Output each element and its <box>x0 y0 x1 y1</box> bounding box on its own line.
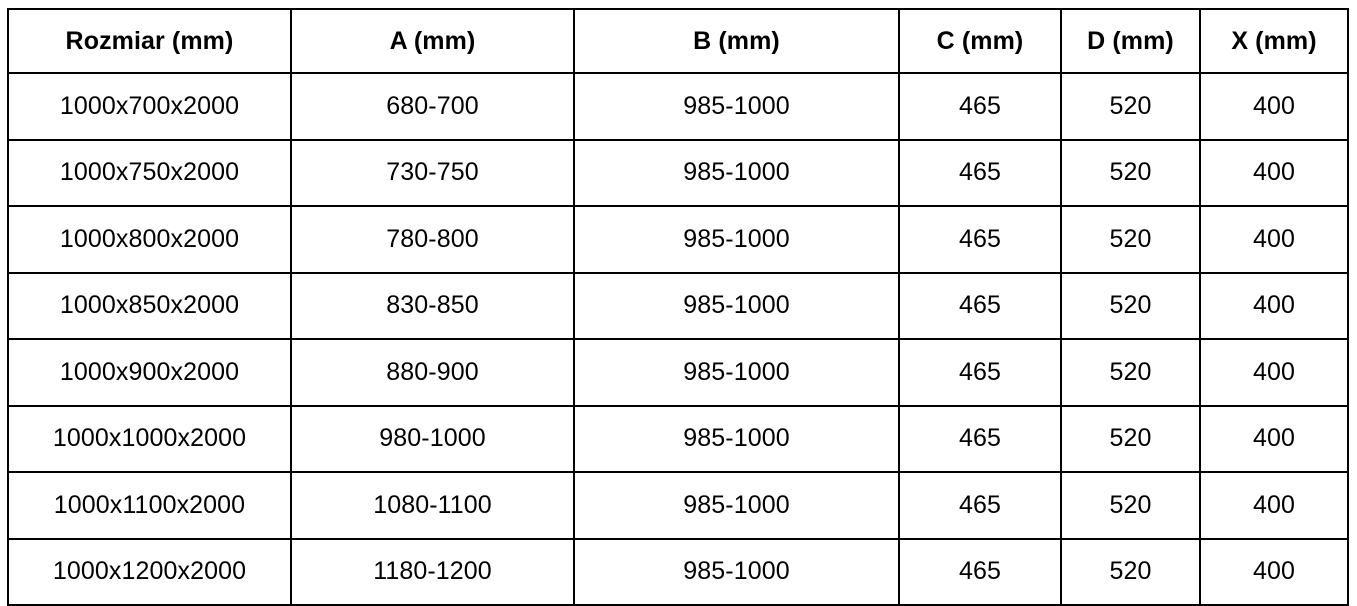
column-header-x: X (mm) <box>1199 8 1349 74</box>
table-header: Rozmiar (mm) A (mm) B (mm) C (mm) D (mm)… <box>7 8 1349 74</box>
cell-x: 400 <box>1199 72 1349 141</box>
column-header-d: D (mm) <box>1060 8 1201 74</box>
cell-x: 400 <box>1199 471 1349 540</box>
cell-c: 465 <box>898 271 1062 340</box>
cell-b: 985-1000 <box>573 72 900 141</box>
cell-b: 985-1000 <box>573 537 900 606</box>
column-header-a: A (mm) <box>290 8 575 74</box>
table-row: 1000x1200x2000 1180-1200 985-1000 465 52… <box>7 537 1349 606</box>
cell-b: 985-1000 <box>573 338 900 407</box>
cell-size: 1000x850x2000 <box>7 271 292 340</box>
cell-size: 1000x750x2000 <box>7 138 292 207</box>
cell-b: 985-1000 <box>573 138 900 207</box>
table-row: 1000x750x2000 730-750 985-1000 465 520 4… <box>7 138 1349 207</box>
cell-size: 1000x900x2000 <box>7 338 292 407</box>
table-row: 1000x900x2000 880-900 985-1000 465 520 4… <box>7 338 1349 407</box>
cell-b: 985-1000 <box>573 271 900 340</box>
cell-size: 1000x1100x2000 <box>7 471 292 540</box>
cell-c: 465 <box>898 404 1062 473</box>
cell-d: 520 <box>1060 138 1201 207</box>
cell-b: 985-1000 <box>573 205 900 274</box>
table-row: 1000x800x2000 780-800 985-1000 465 520 4… <box>7 205 1349 274</box>
column-header-size: Rozmiar (mm) <box>7 8 292 74</box>
cell-d: 520 <box>1060 271 1201 340</box>
cell-b: 985-1000 <box>573 404 900 473</box>
table-row: 1000x850x2000 830-850 985-1000 465 520 4… <box>7 271 1349 340</box>
cell-c: 465 <box>898 471 1062 540</box>
table-body: 1000x700x2000 680-700 985-1000 465 520 4… <box>7 72 1349 606</box>
cell-a: 880-900 <box>290 338 575 407</box>
cell-d: 520 <box>1060 404 1201 473</box>
table-row: 1000x1000x2000 980-1000 985-1000 465 520… <box>7 404 1349 473</box>
dimensions-table: Rozmiar (mm) A (mm) B (mm) C (mm) D (mm)… <box>7 8 1349 606</box>
column-header-c: C (mm) <box>898 8 1062 74</box>
cell-x: 400 <box>1199 537 1349 606</box>
cell-size: 1000x1000x2000 <box>7 404 292 473</box>
table-row: 1000x1100x2000 1080-1100 985-1000 465 52… <box>7 471 1349 540</box>
cell-x: 400 <box>1199 271 1349 340</box>
cell-size: 1000x800x2000 <box>7 205 292 274</box>
cell-size: 1000x1200x2000 <box>7 537 292 606</box>
table-row: 1000x700x2000 680-700 985-1000 465 520 4… <box>7 72 1349 141</box>
column-header-b: B (mm) <box>573 8 900 74</box>
cell-c: 465 <box>898 72 1062 141</box>
dimensions-table-container: Rozmiar (mm) A (mm) B (mm) C (mm) D (mm)… <box>7 8 1349 606</box>
cell-a: 1180-1200 <box>290 537 575 606</box>
cell-d: 520 <box>1060 205 1201 274</box>
cell-b: 985-1000 <box>573 471 900 540</box>
cell-x: 400 <box>1199 338 1349 407</box>
cell-c: 465 <box>898 138 1062 207</box>
cell-a: 730-750 <box>290 138 575 207</box>
cell-c: 465 <box>898 537 1062 606</box>
cell-x: 400 <box>1199 205 1349 274</box>
cell-d: 520 <box>1060 338 1201 407</box>
cell-c: 465 <box>898 338 1062 407</box>
cell-x: 400 <box>1199 404 1349 473</box>
cell-d: 520 <box>1060 471 1201 540</box>
cell-d: 520 <box>1060 72 1201 141</box>
page-canvas: Rozmiar (mm) A (mm) B (mm) C (mm) D (mm)… <box>7 8 1349 606</box>
cell-a: 680-700 <box>290 72 575 141</box>
cell-a: 830-850 <box>290 271 575 340</box>
cell-a: 780-800 <box>290 205 575 274</box>
cell-d: 520 <box>1060 537 1201 606</box>
cell-a: 980-1000 <box>290 404 575 473</box>
cell-x: 400 <box>1199 138 1349 207</box>
cell-c: 465 <box>898 205 1062 274</box>
cell-size: 1000x700x2000 <box>7 72 292 141</box>
table-header-row: Rozmiar (mm) A (mm) B (mm) C (mm) D (mm)… <box>7 8 1349 74</box>
cell-a: 1080-1100 <box>290 471 575 540</box>
